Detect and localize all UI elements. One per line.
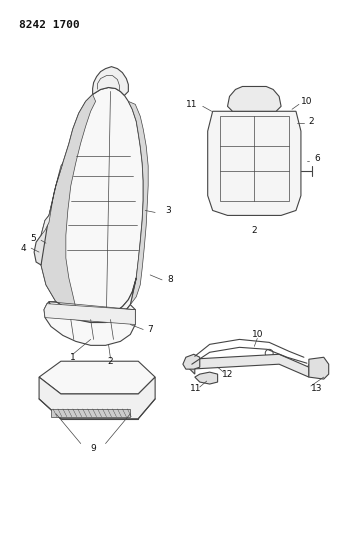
Polygon shape [227, 86, 281, 111]
Text: 4: 4 [20, 244, 26, 253]
Text: 6: 6 [314, 155, 320, 164]
Polygon shape [183, 354, 200, 369]
Polygon shape [93, 67, 128, 95]
Polygon shape [128, 101, 148, 305]
Text: 2: 2 [252, 226, 257, 235]
Polygon shape [44, 302, 135, 345]
Polygon shape [49, 278, 136, 322]
Text: 1: 1 [70, 353, 76, 362]
Polygon shape [34, 215, 49, 265]
Polygon shape [44, 304, 135, 325]
Polygon shape [39, 361, 155, 394]
Text: 10: 10 [252, 330, 263, 339]
Polygon shape [41, 163, 63, 235]
Text: 2: 2 [108, 357, 113, 366]
Text: 13: 13 [311, 384, 323, 393]
Polygon shape [39, 377, 155, 419]
Text: 11: 11 [186, 100, 197, 109]
Text: 11: 11 [190, 384, 202, 393]
Polygon shape [195, 372, 218, 384]
Text: 2: 2 [308, 117, 314, 126]
Text: 5: 5 [30, 234, 36, 243]
Text: 9: 9 [91, 444, 97, 453]
Text: 12: 12 [222, 369, 233, 378]
Text: 7: 7 [147, 325, 153, 334]
Text: 8: 8 [167, 276, 173, 285]
Text: 3: 3 [165, 206, 171, 215]
Polygon shape [190, 354, 309, 377]
Polygon shape [41, 94, 95, 310]
Text: 10: 10 [301, 97, 313, 106]
Polygon shape [208, 111, 301, 215]
Polygon shape [190, 359, 195, 374]
Polygon shape [51, 409, 130, 417]
Polygon shape [41, 87, 143, 314]
Polygon shape [309, 357, 329, 379]
Text: 8242 1700: 8242 1700 [19, 20, 80, 30]
